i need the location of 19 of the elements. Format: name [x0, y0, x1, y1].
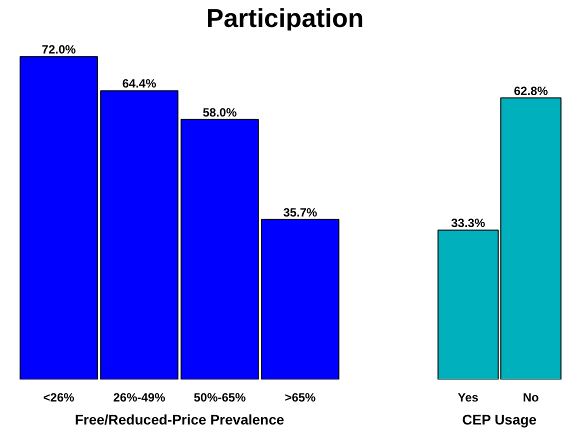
x-tick-label: Yes [458, 390, 479, 404]
x-tick-label: No [522, 390, 539, 404]
bar [180, 118, 259, 380]
data-label: 64.4% [122, 76, 157, 91]
data-label: 33.3% [451, 216, 486, 230]
x-tick-label: 26%-49% [113, 390, 166, 404]
bar [20, 56, 98, 380]
bar [100, 90, 178, 380]
chart-title: Participation [206, 2, 364, 33]
x-axis-title: Free/Reduced-Price Prevalence [74, 412, 284, 428]
data-label: 35.7% [283, 205, 318, 220]
x-tick-label: >65% [284, 390, 316, 404]
data-label: 58.0% [202, 105, 238, 120]
x-tick-label: <26% [43, 390, 75, 404]
x-axis-title: CEP Usage [462, 412, 537, 428]
data-label: 72.0% [42, 42, 76, 57]
bar [261, 218, 340, 380]
x-tick-label: 50%-65% [194, 390, 246, 404]
data-label: 62.8% [514, 84, 548, 98]
